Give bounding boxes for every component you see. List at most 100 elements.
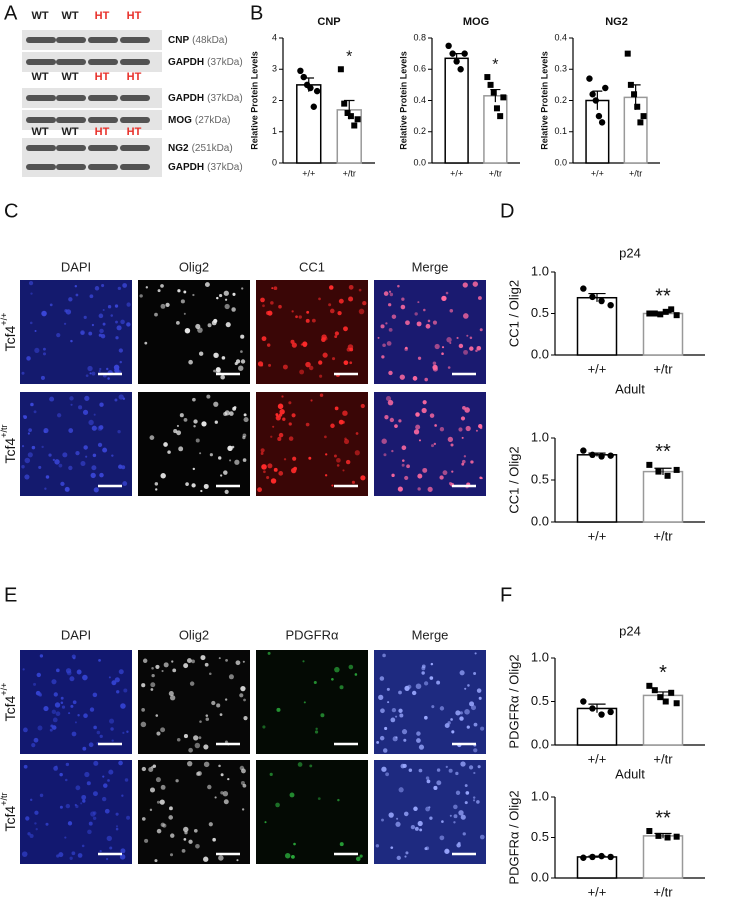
cell	[339, 685, 344, 690]
cell	[441, 295, 447, 302]
cell	[328, 285, 334, 290]
cell	[92, 811, 97, 815]
cell	[193, 735, 199, 741]
cell	[21, 445, 25, 448]
x-tick-label: +/+	[588, 751, 607, 766]
genotype: +/tr	[0, 425, 9, 438]
band-name: GAPDH	[168, 93, 204, 104]
cell	[45, 475, 50, 479]
column-header: DAPI	[61, 259, 91, 274]
cell	[476, 800, 480, 804]
cell	[260, 297, 265, 303]
cell	[203, 744, 209, 750]
cell	[348, 284, 354, 290]
cell	[433, 442, 437, 446]
cell	[465, 791, 470, 795]
cell	[382, 653, 386, 658]
cell	[70, 403, 73, 406]
cell	[401, 445, 407, 451]
cell	[432, 361, 437, 366]
data-point	[657, 311, 664, 318]
cell	[86, 781, 91, 786]
y-tick-label: 0.0	[554, 157, 567, 167]
y-tick-label: 0.1	[554, 126, 567, 136]
cell	[80, 461, 86, 467]
cell	[473, 722, 478, 727]
cell	[68, 712, 71, 715]
cell	[379, 735, 385, 741]
column-header: CC1	[299, 259, 325, 274]
cell	[240, 685, 246, 692]
cell	[118, 348, 124, 353]
cell	[421, 664, 426, 669]
cell	[83, 445, 88, 450]
cell	[417, 301, 420, 304]
blot-band	[88, 37, 118, 43]
cell	[99, 367, 102, 371]
cell	[455, 790, 461, 795]
cell	[381, 438, 387, 444]
row-label: Tcf4+/tr	[0, 793, 18, 832]
cell	[184, 328, 191, 334]
cell	[241, 287, 244, 290]
cell	[111, 739, 114, 742]
cell	[107, 779, 110, 782]
cell	[470, 460, 474, 464]
cell	[88, 331, 93, 336]
data-point	[624, 50, 631, 57]
cell	[98, 658, 101, 662]
cell	[183, 290, 187, 294]
band-name: NG2	[168, 143, 189, 154]
cell	[416, 738, 421, 743]
cell	[415, 683, 422, 690]
cell	[160, 303, 166, 309]
cell	[358, 308, 365, 315]
cell	[282, 417, 286, 421]
lane-label: WT	[61, 126, 78, 138]
cell	[303, 701, 306, 704]
bar	[576, 454, 618, 523]
cell	[221, 356, 226, 360]
cell	[151, 673, 155, 678]
cell	[381, 355, 385, 359]
gene: Tcf4	[2, 695, 18, 721]
cell	[116, 690, 120, 694]
cell	[141, 766, 147, 772]
blot-band	[56, 164, 86, 170]
cell	[239, 765, 245, 771]
cell	[389, 292, 394, 297]
cell	[278, 471, 284, 476]
cell	[464, 407, 470, 413]
cell	[291, 854, 295, 859]
cell	[398, 690, 402, 695]
cell	[168, 815, 173, 820]
blot-band	[120, 59, 150, 65]
cell	[394, 424, 398, 428]
cell	[295, 315, 298, 319]
blot-band	[56, 37, 86, 43]
band-size: (48kDa)	[192, 35, 228, 46]
cell	[473, 799, 476, 802]
data-point	[598, 711, 605, 718]
cell	[239, 693, 244, 698]
cell	[83, 713, 88, 719]
cell	[77, 853, 83, 858]
data-point	[655, 832, 662, 839]
cell	[96, 730, 101, 735]
cell	[219, 293, 223, 298]
data-point	[602, 84, 609, 92]
y-tick-label: 0.0	[531, 346, 549, 361]
cell	[288, 436, 294, 441]
x-tick-label: +/tr	[629, 168, 642, 178]
row-label: Tcf4+/+	[0, 313, 18, 352]
cell	[391, 707, 397, 713]
cell	[273, 286, 278, 291]
cell	[475, 349, 478, 353]
cell	[161, 669, 164, 673]
cell	[70, 339, 73, 343]
data-point	[598, 453, 605, 460]
data-point	[580, 285, 587, 292]
cell	[441, 820, 444, 823]
cell	[377, 336, 380, 339]
